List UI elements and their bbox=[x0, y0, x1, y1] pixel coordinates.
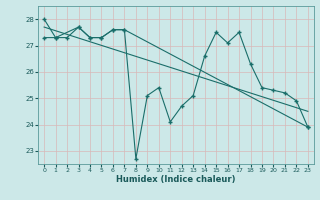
X-axis label: Humidex (Indice chaleur): Humidex (Indice chaleur) bbox=[116, 175, 236, 184]
